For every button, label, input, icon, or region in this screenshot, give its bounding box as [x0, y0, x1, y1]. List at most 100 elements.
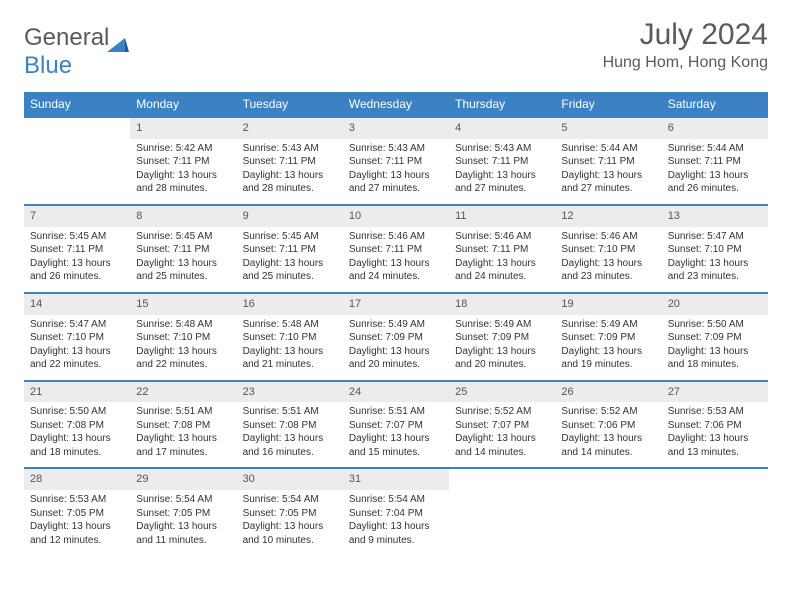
daylight-text: Daylight: 13 hours	[136, 520, 230, 534]
day-cell: Sunrise: 5:51 AMSunset: 7:08 PMDaylight:…	[237, 402, 343, 468]
sunset-text: Sunset: 7:11 PM	[349, 243, 443, 257]
content-row: Sunrise: 5:42 AMSunset: 7:11 PMDaylight:…	[24, 139, 768, 205]
daylight-text: and 22 minutes.	[30, 358, 124, 372]
day-number: 3	[343, 117, 449, 139]
sunrise-text: Sunrise: 5:53 AM	[668, 405, 762, 419]
sunset-text: Sunset: 7:09 PM	[349, 331, 443, 345]
day-number: 4	[449, 117, 555, 139]
sunset-text: Sunset: 7:05 PM	[136, 507, 230, 521]
day-cell: Sunrise: 5:53 AMSunset: 7:05 PMDaylight:…	[24, 490, 130, 556]
sunset-text: Sunset: 7:11 PM	[668, 155, 762, 169]
sunset-text: Sunset: 7:10 PM	[668, 243, 762, 257]
sunset-text: Sunset: 7:11 PM	[243, 155, 337, 169]
sunrise-text: Sunrise: 5:46 AM	[349, 230, 443, 244]
daylight-text: Daylight: 13 hours	[349, 520, 443, 534]
day-header: Friday	[555, 92, 661, 117]
sunrise-text: Sunrise: 5:45 AM	[243, 230, 337, 244]
sunset-text: Sunset: 7:08 PM	[136, 419, 230, 433]
daylight-text: and 25 minutes.	[243, 270, 337, 284]
day-header: Sunday	[24, 92, 130, 117]
sunrise-text: Sunrise: 5:42 AM	[136, 142, 230, 156]
sunrise-text: Sunrise: 5:47 AM	[30, 318, 124, 332]
day-cell: Sunrise: 5:45 AMSunset: 7:11 PMDaylight:…	[24, 227, 130, 293]
day-cell: Sunrise: 5:49 AMSunset: 7:09 PMDaylight:…	[343, 315, 449, 381]
day-header: Wednesday	[343, 92, 449, 117]
sunset-text: Sunset: 7:05 PM	[30, 507, 124, 521]
daylight-text: Daylight: 13 hours	[243, 345, 337, 359]
daylight-text: Daylight: 13 hours	[136, 257, 230, 271]
sunrise-text: Sunrise: 5:54 AM	[349, 493, 443, 507]
calendar-header-row: SundayMondayTuesdayWednesdayThursdayFrid…	[24, 92, 768, 117]
day-cell: Sunrise: 5:52 AMSunset: 7:06 PMDaylight:…	[555, 402, 661, 468]
sunrise-text: Sunrise: 5:52 AM	[561, 405, 655, 419]
sunrise-text: Sunrise: 5:51 AM	[136, 405, 230, 419]
day-number: 5	[555, 117, 661, 139]
day-cell: Sunrise: 5:50 AMSunset: 7:09 PMDaylight:…	[662, 315, 768, 381]
header: GeneralBlue July 2024 Hung Hom, Hong Kon…	[24, 18, 768, 80]
daylight-text: Daylight: 13 hours	[136, 169, 230, 183]
daylight-text: and 16 minutes.	[243, 446, 337, 460]
daylight-text: Daylight: 13 hours	[349, 345, 443, 359]
daylight-text: Daylight: 13 hours	[243, 432, 337, 446]
logo-text: GeneralBlue	[24, 24, 129, 80]
sunrise-text: Sunrise: 5:50 AM	[668, 318, 762, 332]
day-header: Tuesday	[237, 92, 343, 117]
day-cell: Sunrise: 5:43 AMSunset: 7:11 PMDaylight:…	[237, 139, 343, 205]
empty-cell	[449, 490, 555, 556]
empty-cell	[24, 117, 130, 139]
day-number: 11	[449, 205, 555, 227]
daylight-text: Daylight: 13 hours	[455, 345, 549, 359]
sunset-text: Sunset: 7:10 PM	[561, 243, 655, 257]
sunrise-text: Sunrise: 5:54 AM	[136, 493, 230, 507]
daylight-text: Daylight: 13 hours	[30, 257, 124, 271]
day-cell: Sunrise: 5:51 AMSunset: 7:08 PMDaylight:…	[130, 402, 236, 468]
daylight-text: Daylight: 13 hours	[30, 520, 124, 534]
daylight-text: Daylight: 13 hours	[561, 169, 655, 183]
daylight-text: and 10 minutes.	[243, 534, 337, 548]
daylight-text: and 15 minutes.	[349, 446, 443, 460]
day-cell: Sunrise: 5:50 AMSunset: 7:08 PMDaylight:…	[24, 402, 130, 468]
daylight-text: and 21 minutes.	[243, 358, 337, 372]
daylight-text: Daylight: 13 hours	[349, 169, 443, 183]
logo-part1: General	[24, 24, 109, 51]
sunrise-text: Sunrise: 5:50 AM	[30, 405, 124, 419]
day-number: 24	[343, 381, 449, 403]
daylight-text: Daylight: 13 hours	[30, 345, 124, 359]
sunset-text: Sunset: 7:11 PM	[561, 155, 655, 169]
daylight-text: and 18 minutes.	[668, 358, 762, 372]
daylight-text: Daylight: 13 hours	[243, 257, 337, 271]
sunrise-text: Sunrise: 5:53 AM	[30, 493, 124, 507]
daynum-row: 14151617181920	[24, 293, 768, 315]
daylight-text: and 14 minutes.	[455, 446, 549, 460]
day-number: 12	[555, 205, 661, 227]
sunrise-text: Sunrise: 5:43 AM	[349, 142, 443, 156]
day-number: 18	[449, 293, 555, 315]
logo-sail-icon	[107, 31, 129, 47]
sunset-text: Sunset: 7:10 PM	[30, 331, 124, 345]
daylight-text: Daylight: 13 hours	[30, 432, 124, 446]
day-cell: Sunrise: 5:43 AMSunset: 7:11 PMDaylight:…	[343, 139, 449, 205]
day-cell: Sunrise: 5:46 AMSunset: 7:11 PMDaylight:…	[449, 227, 555, 293]
day-number: 21	[24, 381, 130, 403]
content-row: Sunrise: 5:53 AMSunset: 7:05 PMDaylight:…	[24, 490, 768, 556]
day-number: 30	[237, 468, 343, 490]
daynum-row: 123456	[24, 117, 768, 139]
daylight-text: and 24 minutes.	[349, 270, 443, 284]
sunset-text: Sunset: 7:09 PM	[455, 331, 549, 345]
daylight-text: and 17 minutes.	[136, 446, 230, 460]
sunset-text: Sunset: 7:11 PM	[455, 155, 549, 169]
daylight-text: and 18 minutes.	[30, 446, 124, 460]
daylight-text: and 27 minutes.	[561, 182, 655, 196]
day-cell: Sunrise: 5:43 AMSunset: 7:11 PMDaylight:…	[449, 139, 555, 205]
daylight-text: and 12 minutes.	[30, 534, 124, 548]
empty-cell	[662, 468, 768, 490]
sunset-text: Sunset: 7:11 PM	[349, 155, 443, 169]
day-number: 31	[343, 468, 449, 490]
day-number: 26	[555, 381, 661, 403]
daylight-text: Daylight: 13 hours	[136, 432, 230, 446]
daylight-text: Daylight: 13 hours	[561, 432, 655, 446]
daylight-text: Daylight: 13 hours	[243, 169, 337, 183]
sunset-text: Sunset: 7:09 PM	[561, 331, 655, 345]
daylight-text: Daylight: 13 hours	[668, 257, 762, 271]
empty-cell	[555, 468, 661, 490]
